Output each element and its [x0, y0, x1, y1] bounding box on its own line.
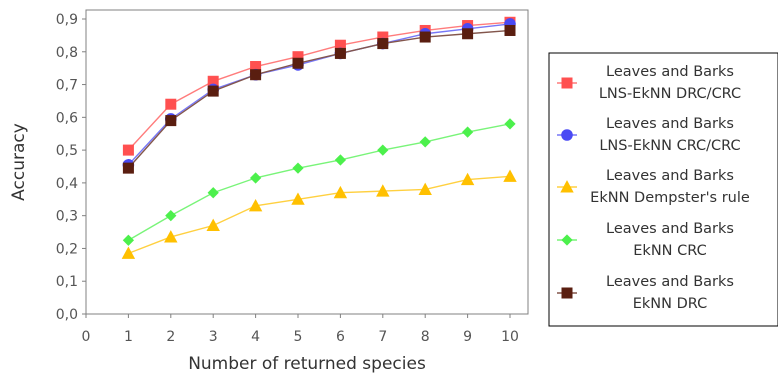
y-tick-label: 0,3	[56, 209, 78, 225]
data-point	[377, 38, 389, 50]
data-point	[122, 234, 135, 246]
series-layer	[121, 16, 517, 259]
data-point	[461, 126, 474, 138]
data-point	[164, 230, 178, 243]
data-point	[206, 218, 220, 231]
data-point	[291, 192, 305, 205]
legend-label-line-1: Leaves and Barks	[606, 168, 734, 184]
data-point	[504, 24, 516, 36]
x-axis-title: Number of returned species	[188, 354, 426, 374]
legend-label-line-2: LNS-EkNN CRC/CRC	[599, 138, 740, 154]
x-tick-label: 10	[501, 329, 519, 345]
data-point	[122, 162, 134, 174]
data-point	[333, 185, 348, 199]
y-tick-label: 0,6	[56, 110, 78, 126]
x-tick-label: 3	[209, 329, 218, 345]
data-point	[207, 85, 219, 97]
y-axis-title: Accuracy	[9, 123, 29, 201]
series-line	[128, 175, 511, 255]
data-point	[334, 47, 346, 59]
y-axis-ticks: 0,0 0,1 0,2 0,3 0,4 0,5 0,6 0,7 0,8 0,9	[56, 12, 86, 323]
legend-label-line-2: LNS-EkNN DRC/CRC	[599, 86, 741, 102]
data-point	[165, 210, 177, 222]
x-tick-label: 1	[124, 329, 133, 345]
legend-marker	[561, 287, 573, 299]
data-point	[503, 169, 517, 182]
series-5-eknn-drc	[122, 24, 516, 174]
y-tick-label: 0,2	[56, 241, 78, 257]
x-tick-label: 9	[463, 329, 472, 345]
legend-label-line-1: Leaves and Barks	[606, 274, 734, 290]
data-point	[165, 115, 177, 127]
data-point	[122, 144, 134, 156]
legend-label-line-2: EkNN DRC	[633, 296, 708, 312]
data-point	[376, 184, 390, 197]
x-tick-label: 2	[166, 329, 175, 345]
legend-entry-1: Leaves and Barks LNS-EkNN DRC/CRC	[557, 64, 741, 102]
legend-marker	[561, 129, 573, 141]
legend-entry-2: Leaves and Barks LNS-EkNN CRC/CRC	[557, 116, 741, 154]
data-point	[419, 31, 431, 43]
y-tick-label: 0,7	[56, 78, 78, 94]
data-point	[334, 154, 347, 166]
x-tick-label: 0	[82, 329, 91, 345]
x-tick-label: 7	[378, 329, 387, 345]
data-point	[248, 199, 263, 212]
data-point	[292, 57, 304, 69]
plot-area	[85, 9, 529, 315]
legend-marker	[561, 234, 573, 246]
legend-marker	[561, 77, 573, 89]
x-tick-label: 5	[294, 329, 303, 345]
data-point	[418, 182, 432, 195]
series-line	[127, 29, 511, 169]
data-point	[377, 144, 389, 156]
data-point	[249, 172, 262, 184]
x-tick-label: 8	[421, 329, 430, 345]
data-point	[292, 162, 304, 174]
data-point	[419, 136, 431, 148]
legend-label-line-2: EkNN Dempster's rule	[590, 190, 750, 206]
series-line	[127, 23, 511, 166]
legend-label-line-1: Leaves and Barks	[606, 64, 734, 80]
y-tick-label: 0,8	[56, 45, 78, 61]
data-point	[462, 28, 474, 40]
legend-entry-3: Leaves and Barks EkNN Dempster's rule	[557, 168, 750, 206]
legend-marker	[560, 180, 574, 193]
data-point	[460, 172, 475, 186]
legend-label-line-2: EkNN CRC	[633, 243, 706, 259]
series-line	[128, 123, 511, 241]
legend-box	[548, 52, 778, 327]
data-point	[504, 118, 516, 130]
legend-label-line-1: Leaves and Barks	[606, 221, 734, 237]
y-tick-label: 0,5	[56, 143, 78, 159]
series-line	[127, 21, 511, 151]
y-tick-label: 0,0	[56, 307, 78, 323]
series-4-eknn-crc	[122, 118, 516, 246]
x-axis-ticks: 0 1 2 3 4 5 6 7 8 9 10	[82, 314, 519, 345]
x-tick-label: 4	[251, 329, 260, 345]
data-point	[121, 246, 136, 259]
legend-label-line-1: Leaves and Barks	[606, 116, 734, 132]
y-tick-label: 0,1	[56, 274, 78, 290]
series-3-eknn-dempster-s-rule	[121, 169, 517, 259]
data-point	[207, 187, 219, 199]
legend-entry-5: Leaves and Barks EkNN DRC	[557, 274, 734, 312]
y-tick-label: 0,4	[56, 176, 78, 192]
legend-entry-4: Leaves and Barks EkNN CRC	[557, 221, 734, 259]
x-tick-label: 6	[336, 329, 345, 345]
data-point	[165, 98, 177, 110]
data-point	[250, 69, 262, 81]
y-tick-label: 0,9	[56, 12, 78, 28]
